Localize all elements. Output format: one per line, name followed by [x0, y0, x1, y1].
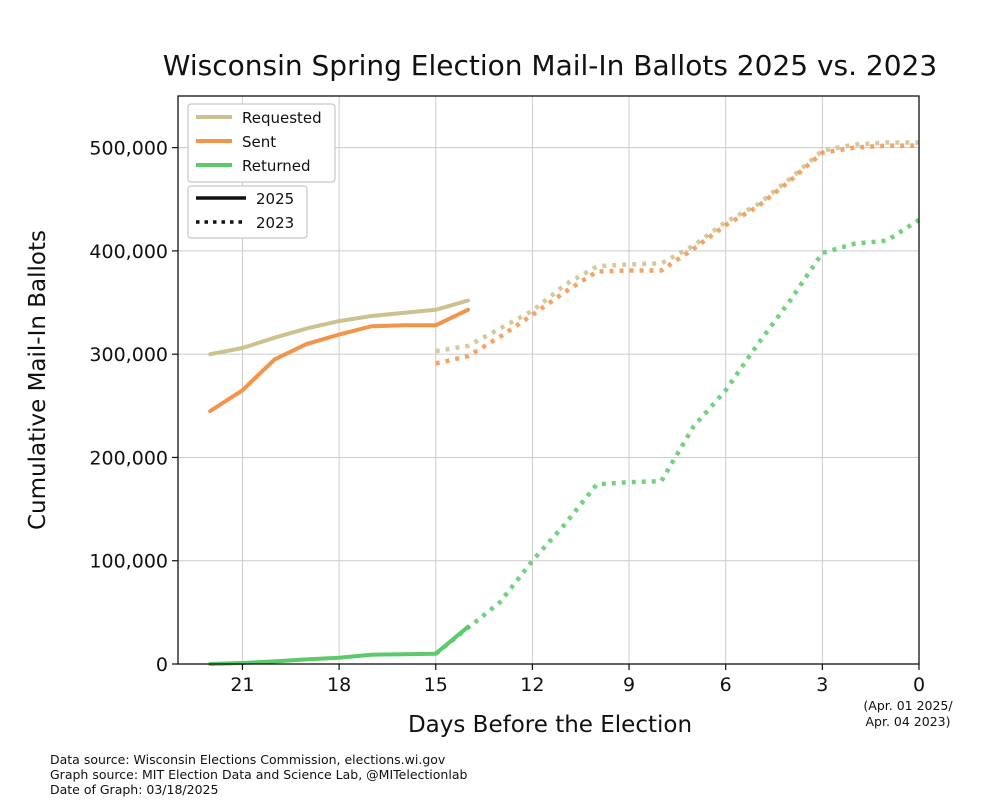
y-tick-label: 200,000	[89, 447, 168, 469]
y-tick-label: 500,000	[89, 138, 168, 160]
legend-series: Requested Sent Returned	[187, 103, 336, 183]
series-line-returned-2023	[434, 218, 921, 656]
y-tick-label: 0	[156, 654, 168, 676]
footer-graph-source: Graph source: MIT Election Data and Scie…	[50, 767, 467, 782]
x-tick-label: 15	[424, 674, 448, 696]
x-tick-label: 0	[913, 674, 925, 696]
x-note-line-1: (Apr. 01 2025/	[863, 698, 953, 713]
x-tick-label: 21	[230, 674, 254, 696]
legend-years: 2025 2023	[187, 185, 308, 239]
series-line-sent-2023	[435, 143, 919, 366]
footer-notes: Data source: Wisconsin Elections Commiss…	[50, 752, 467, 797]
series-line-returned-2025	[208, 624, 470, 666]
footer-date: Date of Graph: 03/18/2025	[50, 782, 218, 797]
series-line-sent-2025	[208, 307, 470, 413]
legend-series-box	[187, 103, 336, 183]
legend-label-2025: 2025	[256, 190, 294, 208]
series-line-requested-2025	[208, 298, 470, 357]
grid	[178, 96, 920, 665]
x-tick-label: 9	[623, 674, 635, 696]
plot-frame	[177, 95, 920, 665]
x-axis-label: Days Before the Election	[408, 712, 692, 738]
legend-label-2023: 2023	[256, 214, 294, 232]
legend-label-sent: Sent	[242, 133, 276, 151]
y-tick-label: 400,000	[89, 241, 168, 263]
y-tick-label: 100,000	[89, 551, 168, 573]
legend-label-requested: Requested	[242, 109, 322, 127]
y-axis-label: Cumulative Mail-In Ballots	[25, 230, 51, 530]
x-note-line-2: Apr. 04 2023)	[866, 714, 951, 729]
chart-title: Wisconsin Spring Election Mail-In Ballot…	[163, 49, 937, 82]
series-layer	[208, 140, 921, 666]
y-tick-label: 300,000	[89, 344, 168, 366]
x-tick-label: 18	[327, 674, 351, 696]
x-tick-label: 6	[720, 674, 732, 696]
x-tick-label: 12	[520, 674, 544, 696]
x-tick-label: 3	[816, 674, 828, 696]
tick-layer: 21 18 15 12 9 6 3 0 0 100,000 200,000 300,000 400,00…	[89, 138, 925, 696]
footer-data-source: Data source: Wisconsin Elections Commiss…	[50, 752, 446, 767]
legend-label-returned: Returned	[242, 157, 311, 175]
series-line-requested-2023	[435, 140, 919, 354]
